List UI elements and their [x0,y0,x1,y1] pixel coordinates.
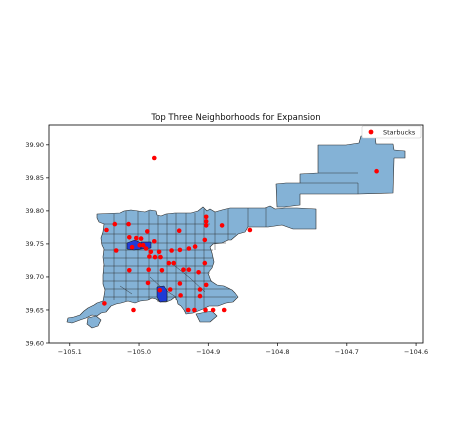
legend-label-starbucks: Starbucks [383,129,416,137]
starbucks-point-6 [138,236,144,241]
starbucks-point-11 [140,242,146,248]
y-tick-label-3: 39.70 [25,273,44,281]
starbucks-point-53 [221,307,227,313]
starbucks-point-21 [176,228,182,233]
starbucks-point-14 [156,249,162,255]
x-axis: −105.1 −105.0 −104.9 −104.8 −104.7 −104.6 [58,343,428,356]
starbucks-point-31 [171,260,176,266]
y-tick-label-7: 39.90 [25,141,44,149]
y-tick-label-1: 39.60 [25,339,44,347]
y-tick-label-2: 39.65 [25,306,44,314]
starbucks-point-7 [152,239,157,244]
x-tick-label-4: −104.8 [266,348,290,356]
starbucks-point-2 [126,221,131,227]
starbucks-point-40 [177,281,183,286]
starbucks-point-49 [185,307,191,313]
starbucks-point-13 [148,249,154,255]
starbucks-point-4 [127,235,132,240]
starbucks-point-19 [202,237,208,243]
x-tick-label-3: −104.9 [196,348,220,356]
starbucks-point-41 [203,282,209,288]
starbucks-point-15 [169,248,174,253]
starbucks-point-37 [186,267,192,273]
neighborhood-boundaries [101,172,359,312]
starbucks-point-17 [186,246,192,251]
starbucks-point-10 [137,242,142,248]
starbucks-point-34 [146,267,151,273]
starbucks-point-12 [143,246,149,251]
legend-box [361,125,422,139]
x-tick-label-1: −105.1 [58,348,82,356]
y-axis: 39.60 39.65 39.70 39.75 39.80 39.85 39.90 [25,141,49,347]
starbucks-point-35 [159,268,165,273]
starbucks-point-3 [104,227,109,233]
x-tick-label-6: −104.6 [404,348,428,356]
starbucks-point-46 [197,293,203,299]
y-tick-label-6: 39.85 [25,174,44,182]
starbucks-point-1 [112,221,118,227]
starbucks-point-26 [247,227,253,233]
plot-frame [48,124,424,344]
starbucks-point-27 [147,254,152,259]
x-tick-label-5: −104.7 [335,348,359,356]
legend-marker-starbucks [368,129,374,135]
starbucks-point-32 [202,260,208,266]
starbucks-point-29 [158,254,163,260]
starbucks-point-22 [203,223,209,228]
starbucks-point-44 [178,293,183,298]
starbucks-point-48 [131,307,136,313]
starbucks-point-8 [113,248,119,253]
starbucks-point-24 [203,219,209,224]
starbucks-point-42 [157,287,163,293]
legend: Starbucks [361,125,422,139]
starbucks-point-55 [152,155,157,161]
y-tick-label-5: 39.80 [25,207,44,215]
starbucks-point-30 [166,260,172,266]
starbucks-point-23 [203,214,209,220]
starbucks-point-39 [145,280,151,286]
map-south-fragment [195,310,218,323]
starbucks-point-54 [374,168,379,174]
starbucks-point-5 [134,235,139,241]
starbucks-point-51 [203,307,208,313]
starbucks-point-47 [102,301,107,306]
starbucks-point-28 [152,254,158,260]
map-southwest-fragment [86,315,102,329]
starbucks-point-16 [177,247,183,253]
starbucks-points [102,155,379,313]
starbucks-point-50 [192,307,197,313]
starbucks-point-38 [196,270,201,275]
y-tick-label-4: 39.75 [25,240,44,248]
starbucks-point-18 [192,244,198,249]
map-airport-region [275,135,406,208]
starbucks-point-20 [145,229,150,234]
starbucks-point-9 [129,244,135,250]
x-tick-label-2: −105.0 [127,348,151,356]
starbucks-point-36 [181,267,186,273]
starbucks-point-43 [167,287,173,292]
starbucks-point-45 [197,287,203,292]
starbucks-point-33 [127,268,132,273]
chart-title: Top Three Neighborhoods for Expansion [150,113,320,123]
starbucks-point-25 [219,223,225,228]
starbucks-point-52 [210,307,216,313]
